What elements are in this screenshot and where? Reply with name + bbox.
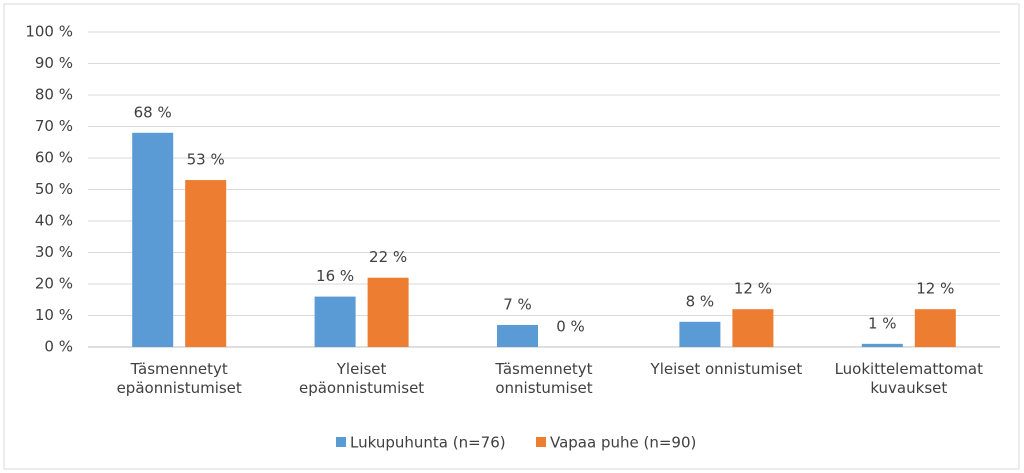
y-tick-label: 50 % (35, 180, 73, 198)
y-tick-label: 60 % (35, 149, 73, 167)
data-label: 22 % (369, 248, 407, 266)
bar (132, 132, 174, 347)
y-tick-label: 90 % (35, 54, 73, 72)
data-label: 1 % (868, 314, 897, 332)
x-tick-label: Luokittelemattomat kuvaukset (834, 360, 984, 397)
data-label: 12 % (734, 280, 772, 298)
y-tick-label: 70 % (35, 117, 73, 135)
y-tick-label: 40 % (35, 212, 73, 230)
bar (314, 296, 356, 347)
x-tick-label: Yleiset onnistumiset (650, 360, 803, 378)
y-tick-label: 80 % (35, 86, 73, 104)
y-tick-label: 100 % (25, 23, 73, 41)
x-tick-label: Täsmennetyt onnistumiset (495, 360, 593, 397)
legend-swatch (536, 437, 546, 447)
y-tick-label: 20 % (35, 275, 73, 293)
data-label: 8 % (686, 292, 715, 310)
legend-label: Lukupuhunta (n=76) (350, 434, 506, 452)
legend-label: Vapaa puhe (n=90) (550, 434, 696, 452)
x-tick-label: Yleiset epäonnistumiset (298, 360, 425, 397)
bar (367, 277, 409, 347)
data-label: 53 % (187, 151, 225, 169)
legend-swatch (336, 437, 346, 447)
bar (732, 309, 774, 347)
bar (861, 343, 903, 347)
data-label: 68 % (134, 103, 172, 121)
y-tick-label: 30 % (35, 243, 73, 261)
data-label: 12 % (916, 280, 954, 298)
x-tick-label: Täsmennetyt epäonnistumiset (116, 360, 242, 397)
data-label: 0 % (556, 318, 585, 336)
y-tick-label: 10 % (35, 306, 73, 324)
bar (185, 180, 227, 347)
y-tick-label: 0 % (44, 338, 73, 356)
bar (679, 321, 721, 347)
bar (497, 324, 538, 347)
data-label: 7 % (503, 295, 532, 313)
data-label: 16 % (316, 267, 354, 285)
bar (914, 309, 956, 347)
